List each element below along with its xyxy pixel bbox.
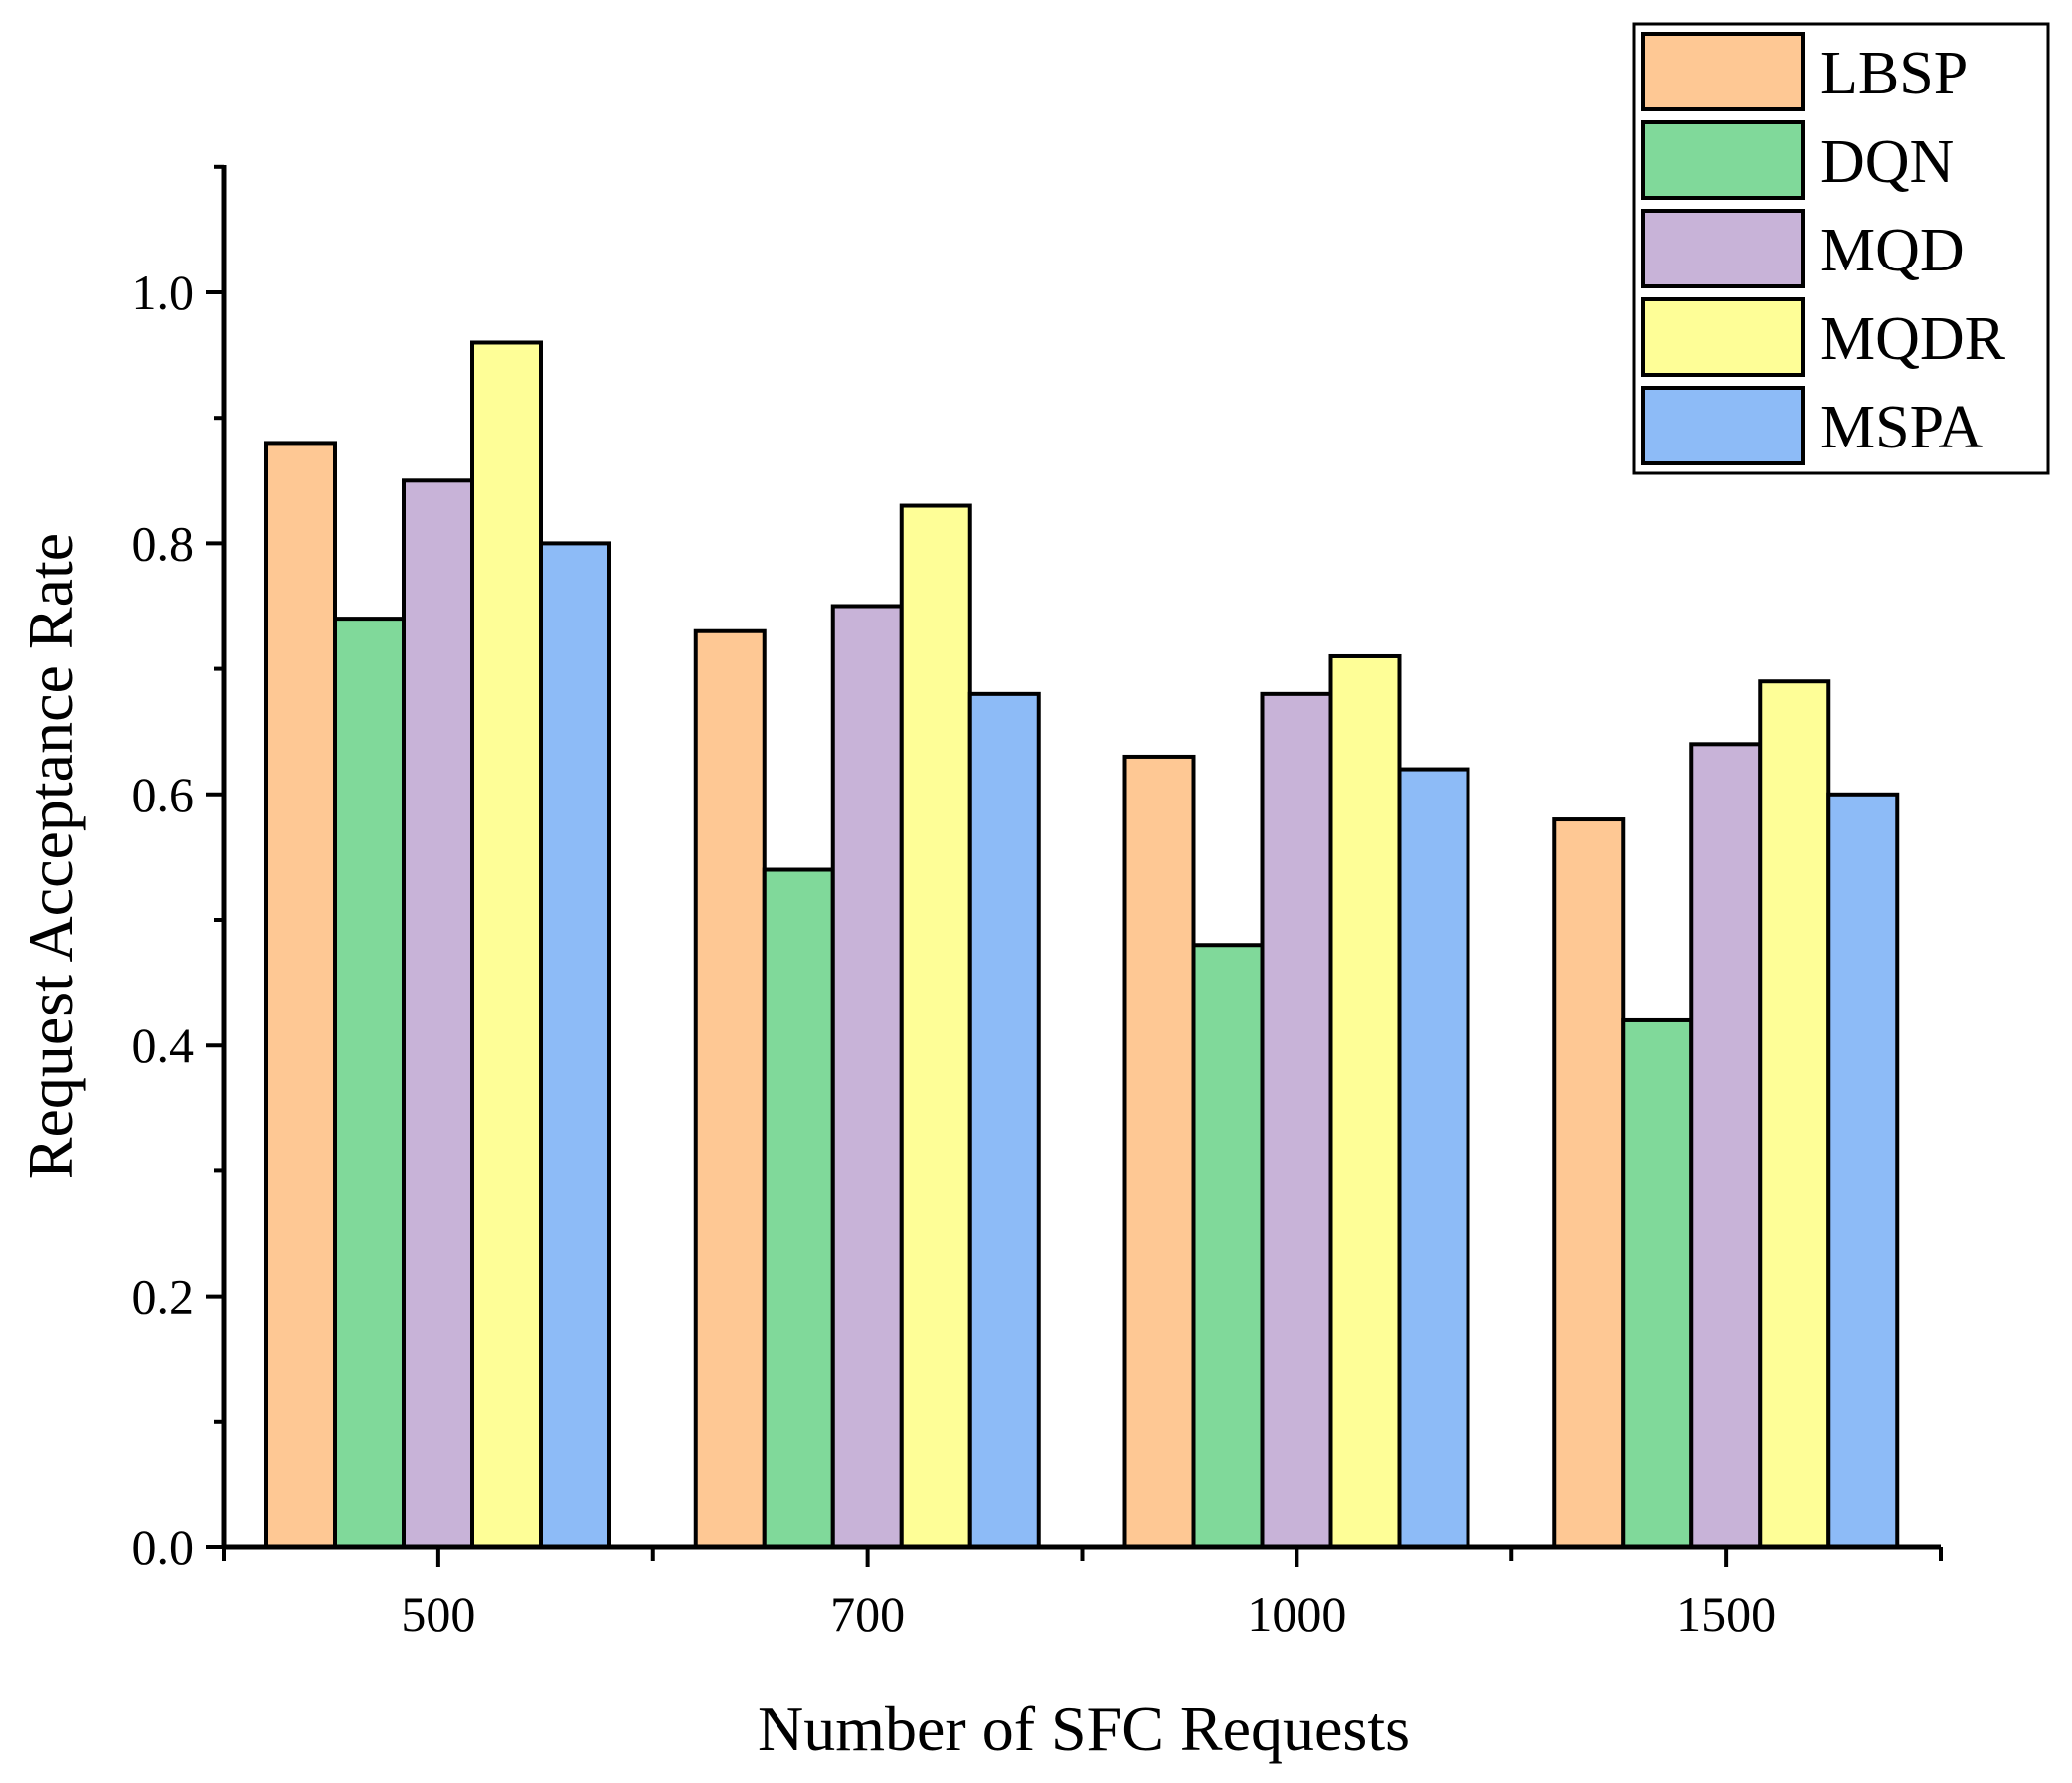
y-tick-label: 1.0: [132, 265, 195, 320]
x-tick-label: 1500: [1676, 1586, 1776, 1642]
bar-mqdr-1000: [1328, 653, 1402, 1549]
legend-swatch-mspa: [1641, 386, 1805, 465]
y-tick-label: 0.2: [132, 1269, 195, 1325]
bar-mqd-500: [402, 478, 474, 1549]
y-tick-label: 0.4: [132, 1017, 195, 1073]
legend-label-dqn: DQN: [1820, 128, 1954, 196]
bar-mqd-700: [830, 604, 904, 1549]
bar-mqdr-1500: [1758, 679, 1831, 1549]
bars-layer: [264, 340, 1900, 1550]
axes-layer: 0.0 0.2 0.4 0.6 0.8 1.0 500 700 1000 1500: [132, 164, 1943, 1642]
bar-lbsp-500: [264, 441, 337, 1550]
legend-label-mspa: MSPA: [1820, 394, 1983, 461]
legend: LBSP DQN MQD MQDR MSPA: [1632, 22, 2050, 475]
y-tick-label: 0.8: [132, 515, 195, 571]
x-tick-label: 1000: [1247, 1586, 1346, 1642]
bar-mqdr-500: [470, 340, 543, 1550]
legend-label-mqd: MQD: [1820, 217, 1965, 284]
bar-mspa-500: [539, 541, 611, 1549]
y-axis-title: Request Acceptance Rate: [15, 533, 86, 1179]
y-tick-label: 0.6: [132, 767, 195, 822]
bar-mspa-1000: [1397, 767, 1470, 1549]
y-tick-label: 0.0: [132, 1519, 195, 1575]
bar-mqd-1000: [1260, 691, 1333, 1549]
bar-dqn-500: [333, 617, 406, 1549]
bar-mqdr-700: [899, 503, 972, 1549]
bar-lbsp-1500: [1552, 817, 1626, 1549]
legend-label-lbsp: LBSP: [1820, 40, 1968, 107]
bar-lbsp-1000: [1122, 754, 1196, 1549]
bar-mqd-1500: [1689, 742, 1763, 1549]
legend-label-mqdr: MQDR: [1820, 305, 2006, 373]
x-tick-label: 700: [830, 1586, 905, 1642]
legend-swatch-lbsp: [1641, 32, 1805, 111]
bar-dqn-1000: [1191, 943, 1265, 1549]
legend-swatch-mqd: [1641, 209, 1805, 288]
bar-mspa-700: [967, 691, 1041, 1549]
x-axis-title: Number of SFC Requests: [758, 1694, 1410, 1764]
bar-mspa-1500: [1826, 792, 1900, 1549]
bar-lbsp-700: [693, 628, 767, 1549]
x-tick-label: 500: [401, 1586, 475, 1642]
legend-swatch-mqdr: [1641, 297, 1805, 377]
bar-dqn-700: [762, 867, 835, 1549]
legend-swatch-dqn: [1641, 120, 1805, 200]
bar-dqn-1500: [1621, 1017, 1694, 1549]
